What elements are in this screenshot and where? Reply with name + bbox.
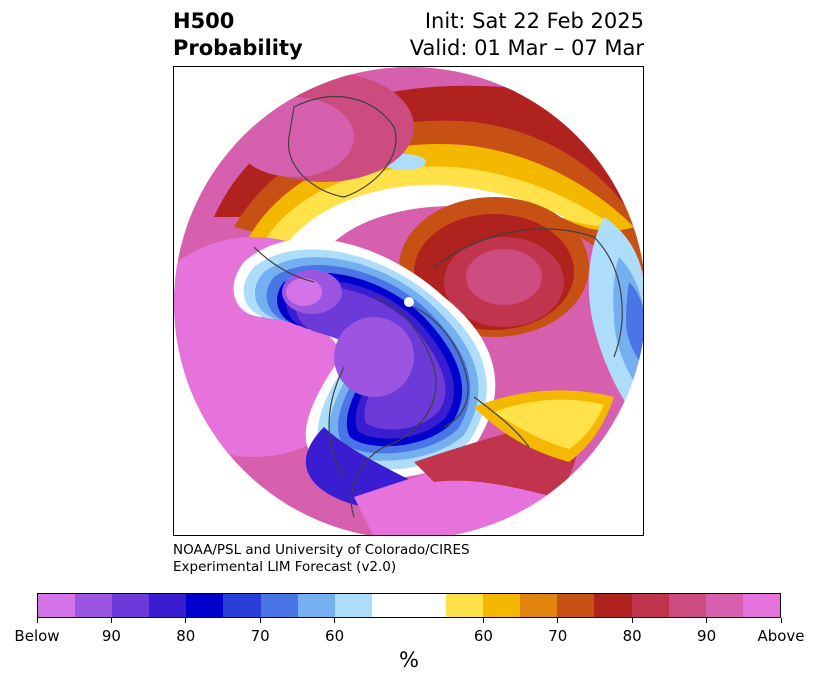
colorbar-tick-label: 90 [101, 627, 121, 645]
probability-field [174, 67, 643, 535]
product-name: Probability [173, 36, 303, 60]
colorbar-segment [112, 594, 150, 617]
chart-title: H500 Probability [173, 8, 303, 62]
colorbar-tick-label: 60 [473, 627, 493, 645]
colorbar-tick [631, 618, 633, 623]
colorbar-segment [371, 594, 447, 617]
colorbar-segment [742, 594, 780, 617]
init-date: Init: Sat 22 Feb 2025 [424, 9, 644, 33]
colorbar-tick [110, 618, 112, 623]
colorbar-tick-label: 80 [622, 627, 642, 645]
colorbar-tick-label: 70 [250, 627, 270, 645]
colorbar [37, 593, 781, 618]
north-pole-marker [404, 297, 414, 307]
colorbar-tick [259, 618, 261, 623]
colorbar-tick [706, 618, 708, 623]
credit-line-1: NOAA/PSL and University of Colorado/CIRE… [173, 542, 470, 558]
colorbar-tick [185, 618, 187, 623]
colorbar-segment [705, 594, 743, 617]
field-name: H500 [173, 9, 235, 33]
coastlines [253, 96, 623, 518]
colorbar-tick-label: Below [14, 627, 60, 645]
colorbar-segment [38, 594, 76, 617]
probability-map-svg [174, 67, 643, 535]
colorbar-segment [668, 594, 706, 617]
colorbar-segment [557, 594, 595, 617]
credit-text: NOAA/PSL and University of Colorado/CIRE… [173, 542, 470, 576]
colorbar-segment [594, 594, 632, 617]
colorbar-segment [149, 594, 187, 617]
colorbar-segment [186, 594, 224, 617]
colorbar-tick [482, 618, 484, 623]
colorbar-segment [520, 594, 558, 617]
polar-map [173, 66, 644, 536]
colorbar-tick-label: 60 [325, 627, 345, 645]
colorbar-segment [75, 594, 113, 617]
colorbar-tick-label: Above [757, 627, 805, 645]
colorbar-segment [631, 594, 669, 617]
colorbar-tick-label: 70 [548, 627, 568, 645]
colorbar-segment [446, 594, 484, 617]
valid-dates: Valid: 01 Mar – 07 Mar [409, 36, 644, 60]
credit-line-2: Experimental LIM Forecast (v2.0) [173, 559, 397, 575]
colorbar-segment [334, 594, 372, 617]
colorbar-tick [36, 618, 38, 623]
colorbar-segment [260, 594, 298, 617]
colorbar-unit: % [399, 648, 419, 672]
colorbar-tick [557, 618, 559, 623]
colorbar-segment [483, 594, 521, 617]
colorbar-tick [780, 618, 782, 623]
colorbar-tick [334, 618, 336, 623]
colorbar-tick-label: 90 [697, 627, 717, 645]
forecast-dates: Init: Sat 22 Feb 2025 Valid: 01 Mar – 07… [410, 8, 644, 62]
colorbar-segment [297, 594, 335, 617]
colorbar-tick-label: 80 [176, 627, 196, 645]
colorbar-segment [223, 594, 261, 617]
